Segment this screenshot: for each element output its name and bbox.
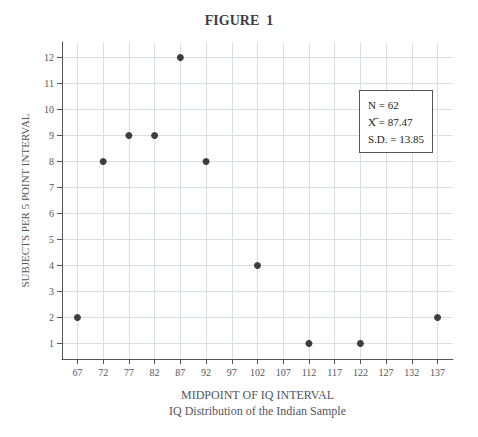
svg-text:Χ̅ = 87.47: Χ̅ = 87.47 (368, 116, 413, 128)
svg-text:67: 67 (72, 367, 82, 378)
svg-text:2: 2 (49, 312, 54, 323)
svg-text:7: 7 (49, 182, 54, 193)
svg-text:77: 77 (124, 367, 134, 378)
svg-text:S.D. = 13.85: S.D. = 13.85 (368, 133, 425, 145)
svg-text:122: 122 (353, 367, 368, 378)
svg-text:MIDPOINT OF IQ INTERVAL: MIDPOINT OF IQ INTERVAL (181, 388, 334, 402)
svg-text:10: 10 (44, 104, 54, 115)
svg-text:102: 102 (250, 367, 265, 378)
svg-text:FIGURE 1: FIGURE 1 (205, 13, 273, 28)
svg-text:1: 1 (49, 338, 54, 349)
svg-text:87: 87 (175, 367, 185, 378)
svg-text:92: 92 (201, 367, 211, 378)
svg-text:12: 12 (44, 52, 54, 63)
svg-text:4: 4 (49, 260, 54, 271)
svg-text:137: 137 (430, 367, 445, 378)
svg-text:112: 112 (302, 367, 317, 378)
svg-text:5: 5 (49, 234, 54, 245)
svg-text:11: 11 (44, 78, 54, 89)
svg-text:107: 107 (276, 367, 291, 378)
svg-text:6: 6 (49, 208, 54, 219)
svg-text:117: 117 (327, 367, 342, 378)
svg-text:97: 97 (227, 367, 237, 378)
svg-text:3: 3 (49, 286, 54, 297)
svg-text:9: 9 (49, 130, 54, 141)
svg-text:132: 132 (404, 367, 419, 378)
svg-text:8: 8 (49, 156, 54, 167)
svg-text:IQ Distribution of the Indian: IQ Distribution of the Indian Sample (169, 404, 346, 418)
svg-text:72: 72 (98, 367, 108, 378)
svg-text:N = 62: N = 62 (368, 99, 399, 111)
svg-text:127: 127 (379, 367, 394, 378)
svg-text:SUBJECTS PER 5 POINT INTERVAL: SUBJECTS PER 5 POINT INTERVAL (19, 113, 31, 287)
svg-text:82: 82 (150, 367, 160, 378)
